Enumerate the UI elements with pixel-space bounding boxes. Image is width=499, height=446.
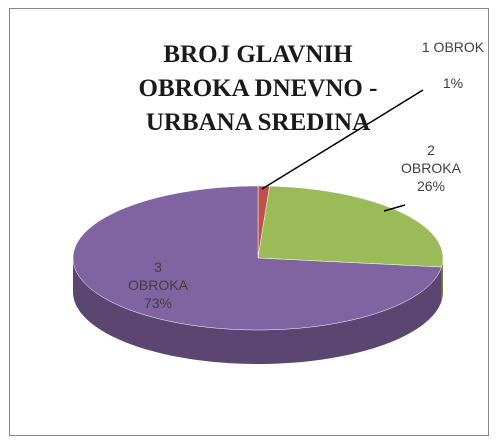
category-label: 1 OBROK <box>421 39 485 55</box>
chart-title: URBANA SREDINA <box>146 109 370 136</box>
chart-title: OBROKA DNEVNO - <box>139 75 378 102</box>
pie-sides <box>73 258 443 364</box>
pie-tops <box>72 185 444 331</box>
slice-side <box>73 258 442 364</box>
slice <box>257 185 444 268</box>
slice <box>72 185 442 331</box>
leader-line <box>261 89 424 190</box>
value-label: 1% <box>442 75 464 91</box>
category-label: 3 OBROKA <box>128 259 188 293</box>
slice-side <box>441 258 443 302</box>
value-label: 26% <box>416 178 446 194</box>
chart-title: BROJ GLAVNIH <box>163 41 353 68</box>
leader-line <box>383 204 406 212</box>
value-label: 73% <box>143 295 173 311</box>
category-label: 2 OBROKA <box>401 142 461 176</box>
